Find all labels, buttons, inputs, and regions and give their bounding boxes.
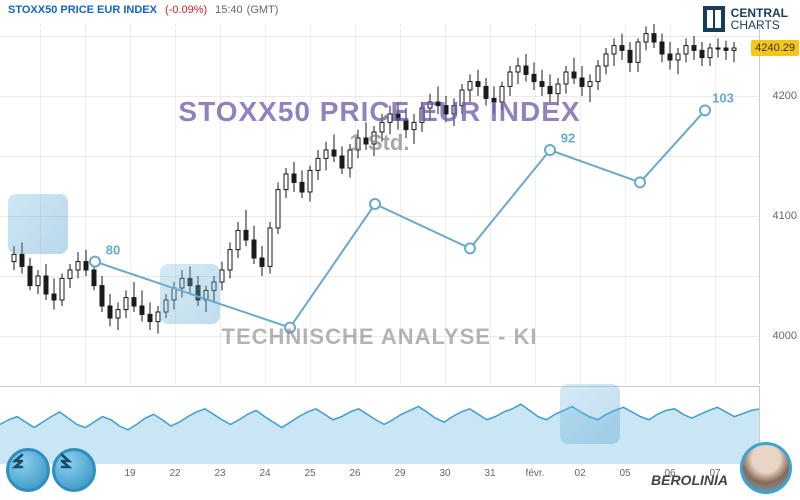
indicator-svg: [0, 387, 760, 464]
x-tick-label: 29: [394, 468, 405, 479]
chart-title: STOXX50 PRICE EUR INDEX 1 Std.: [0, 96, 759, 156]
y-tick-label: 4100: [773, 210, 797, 222]
x-tick-label: 23: [214, 468, 225, 479]
x-tick-label: 26: [349, 468, 360, 479]
x-tick-label: 30: [439, 468, 450, 479]
title-main: STOXX50 PRICE EUR INDEX: [0, 96, 759, 128]
watermark-icon: [8, 194, 68, 254]
indicator-pane[interactable]: [0, 386, 760, 464]
logo-icon: [703, 6, 725, 32]
logo-text: CENTRAL CHARTS: [731, 7, 788, 31]
x-axis: 1718192223242526293031févr.02050607: [0, 466, 760, 486]
x-tick-label: 24: [259, 468, 270, 479]
x-tick-label: 19: [124, 468, 135, 479]
watermark-icon: [160, 264, 220, 324]
pct-change: (-0.09%): [165, 4, 207, 16]
x-tick-label: 25: [304, 468, 315, 479]
current-price-badge: 4240.29: [751, 40, 799, 56]
timezone: (GMT): [247, 4, 279, 16]
y-tick-label: 4000: [773, 330, 797, 342]
x-tick-label: 05: [619, 468, 630, 479]
y-tick-label: 4200: [773, 90, 797, 102]
logo-line2: CHARTS: [731, 19, 788, 31]
chart-subtitle: TECHNISCHE ANALYSE - KI: [0, 324, 759, 350]
prev-button[interactable]: [6, 448, 50, 492]
overlay-marker-label: 80: [106, 242, 120, 257]
timestamp: 15:40: [215, 4, 243, 16]
assistant-avatar[interactable]: [740, 442, 792, 494]
x-tick-label: 02: [574, 468, 585, 479]
x-tick-label: 31: [484, 468, 495, 479]
logo[interactable]: CENTRAL CHARTS: [703, 6, 788, 32]
next-button[interactable]: [52, 448, 96, 492]
brand-name: BEROLINIA: [651, 472, 728, 488]
instrument-name: STOXX50 PRICE EUR INDEX: [8, 4, 157, 16]
chart-header: STOXX50 PRICE EUR INDEX (-0.09%) 15:40 (…: [0, 0, 800, 20]
x-tick-label: févr.: [526, 468, 545, 479]
watermark-icon: [560, 384, 620, 444]
price-chart[interactable]: 400041004200 STOXX50 PRICE EUR INDEX 1 S…: [0, 24, 760, 384]
title-sub: 1 Std.: [0, 130, 759, 156]
x-tick-label: 22: [169, 468, 180, 479]
